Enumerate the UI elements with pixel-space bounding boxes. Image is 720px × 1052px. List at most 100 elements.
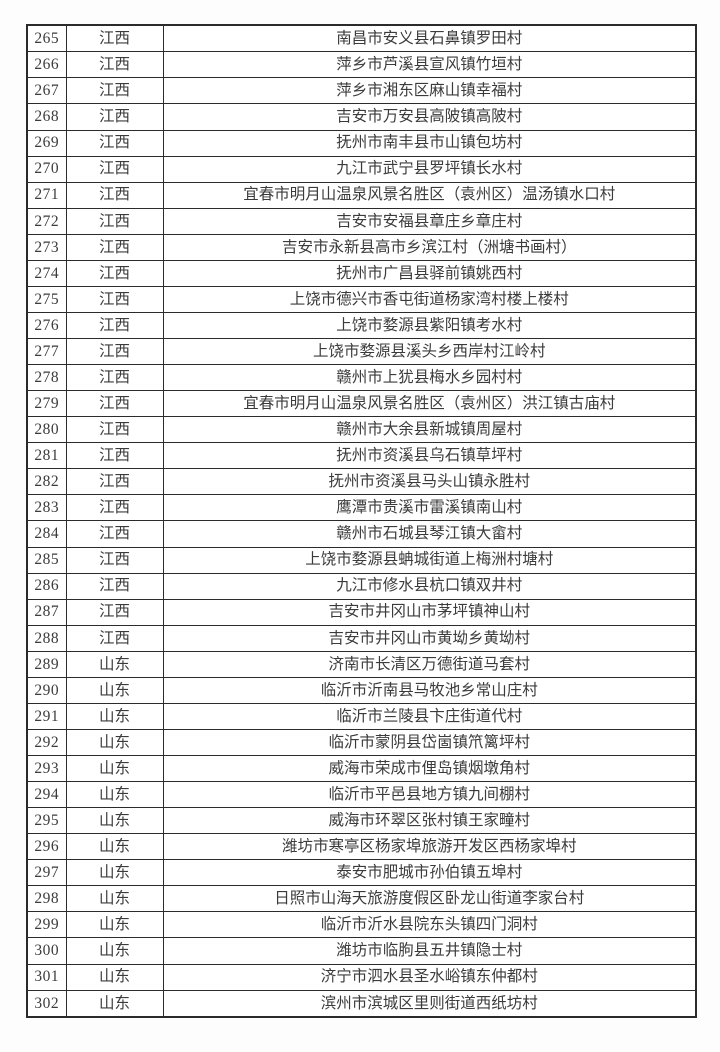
province-cell: 山东: [65, 676, 164, 704]
table-row: 280 江西 赣州市大余县新城镇周屋村: [26, 416, 697, 444]
row-number-cell: 293: [26, 755, 67, 783]
village-name-cell: 吉安市井冈山市黄坳乡黄坳村: [162, 624, 697, 652]
row-number-cell: 286: [26, 572, 67, 600]
village-name-cell: 赣州市石城县琴江镇大畲村: [162, 520, 697, 548]
table-row: 297 山东 泰安市肥城市孙伯镇五埠村: [26, 859, 697, 887]
table-row: 278 江西 赣州市上犹县梅水乡园村村: [26, 364, 697, 392]
province-cell: 山东: [65, 702, 164, 730]
row-number-cell: 298: [26, 885, 67, 913]
table-row: 296 山东 潍坊市寒亭区杨家埠旅游开发区西杨家埠村: [26, 833, 697, 861]
village-name-cell: 上饶市婺源县蚺城街道上梅洲村塘村: [162, 546, 697, 574]
row-number-cell: 270: [26, 155, 67, 183]
village-name-cell: 威海市荣成市俚岛镇烟墩角村: [162, 755, 697, 783]
province-cell: 江西: [65, 285, 164, 313]
table-row: 294 山东 临沂市平邑县地方镇九间棚村: [26, 781, 697, 809]
village-name-cell: 上饶市婺源县紫阳镇考水村: [162, 311, 697, 340]
village-name-cell: 临沂市沂南县马牧池乡常山庄村: [162, 676, 697, 704]
table-row: 284 江西 赣州市石城县琴江镇大畲村: [26, 520, 697, 548]
table-row: 268 江西 吉安市万安县高陂镇高陂村: [26, 103, 697, 131]
province-cell: 江西: [65, 416, 164, 444]
table-row: 269 江西 抚州市南丰县市山镇包坊村: [26, 129, 697, 157]
row-number-cell: 284: [26, 520, 67, 548]
province-cell: 江西: [65, 259, 164, 287]
province-cell: 山东: [65, 650, 164, 678]
row-number-cell: 300: [26, 937, 67, 965]
table-row: 274 江西 抚州市广昌县驿前镇姚西村: [26, 259, 697, 287]
province-cell: 山东: [65, 911, 164, 939]
province-cell: 山东: [65, 781, 164, 809]
row-number-cell: 272: [26, 207, 67, 235]
province-cell: 江西: [65, 103, 164, 131]
province-cell: 山东: [65, 885, 164, 913]
table-row: 287 江西 吉安市井冈山市茅坪镇神山村: [26, 598, 697, 626]
table-row: 289 山东 济南市长清区万德街道马套村: [26, 650, 697, 678]
village-name-cell: 济宁市泗水县圣水峪镇东仲都村: [162, 963, 697, 991]
row-number-cell: 282: [26, 468, 67, 496]
province-cell: 江西: [65, 442, 164, 470]
row-number-cell: 294: [26, 781, 67, 809]
village-name-cell: 吉安市万安县高陂镇高陂村: [162, 103, 697, 131]
province-cell: 江西: [65, 51, 164, 79]
row-number-cell: 267: [26, 77, 67, 105]
table-row: 301 山东 济宁市泗水县圣水峪镇东仲都村: [26, 963, 697, 991]
table-row: 283 江西 鹰潭市贵溪市雷溪镇南山村: [26, 494, 697, 522]
village-name-cell: 吉安市永新县高市乡滨江村（洲塘书画村）: [162, 233, 697, 261]
row-number-cell: 299: [26, 911, 67, 939]
province-cell: 山东: [65, 807, 164, 835]
row-number-cell: 283: [26, 494, 67, 522]
table-row: 267 江西 萍乡市湘东区麻山镇幸福村: [26, 77, 697, 105]
village-name-cell: 滨州市滨城区里则街道西纸坊村: [162, 989, 697, 1018]
row-number-cell: 271: [26, 181, 67, 209]
row-number-cell: 277: [26, 338, 67, 366]
province-cell: 山东: [65, 755, 164, 783]
village-name-cell: 萍乡市芦溪县宣风镇竹垣村: [162, 51, 697, 79]
row-number-cell: 275: [26, 285, 67, 313]
village-name-cell: 赣州市上犹县梅水乡园村村: [162, 364, 697, 392]
province-cell: 江西: [65, 24, 164, 53]
province-cell: 江西: [65, 494, 164, 522]
village-name-cell: 临沂市蒙阴县岱崮镇笊篱坪村: [162, 728, 697, 757]
row-number-cell: 265: [26, 24, 67, 53]
row-number-cell: 268: [26, 103, 67, 131]
village-name-cell: 日照市山海天旅游度假区卧龙山街道李家台村: [162, 885, 697, 913]
province-cell: 山东: [65, 989, 164, 1018]
row-number-cell: 296: [26, 833, 67, 861]
table-row: 299 山东 临沂市沂水县院东头镇四门洞村: [26, 911, 697, 939]
province-cell: 江西: [65, 155, 164, 183]
province-cell: 山东: [65, 859, 164, 887]
table-row: 276 江西 上饶市婺源县紫阳镇考水村: [26, 311, 697, 340]
table-row: 288 江西 吉安市井冈山市黄坳乡黄坳村: [26, 624, 697, 652]
village-name-cell: 赣州市大余县新城镇周屋村: [162, 416, 697, 444]
province-cell: 江西: [65, 572, 164, 600]
province-cell: 江西: [65, 520, 164, 548]
table-row: 275 江西 上饶市德兴市香屯街道杨家湾村楼上楼村: [26, 285, 697, 313]
row-number-cell: 291: [26, 702, 67, 730]
table-row: 272 江西 吉安市安福县章庄乡章庄村: [26, 207, 697, 235]
row-number-cell: 297: [26, 859, 67, 887]
table-body: 265 江西 南昌市安义县石鼻镇罗田村 266 江西 萍乡市芦溪县宣风镇竹垣村 267 江西萍…: [26, 24, 697, 1018]
village-name-cell: 九江市修水县杭口镇双井村: [162, 572, 697, 600]
row-number-cell: 276: [26, 311, 67, 340]
village-name-cell: 上饶市婺源县溪头乡西岸村江岭村: [162, 338, 697, 366]
row-number-cell: 280: [26, 416, 67, 444]
province-cell: 山东: [65, 963, 164, 991]
province-cell: 江西: [65, 233, 164, 261]
row-number-cell: 302: [26, 989, 67, 1018]
table-row: 281 江西 抚州市资溪县乌石镇草坪村: [26, 442, 697, 470]
province-cell: 江西: [65, 311, 164, 340]
row-number-cell: 269: [26, 129, 67, 157]
village-name-cell: 潍坊市寒亭区杨家埠旅游开发区西杨家埠村: [162, 833, 697, 861]
table-row: 285 江西 上饶市婺源县蚺城街道上梅洲村塘村: [26, 546, 697, 574]
table-row: 270 江西 九江市武宁县罗坪镇长水村: [26, 155, 697, 183]
row-number-cell: 273: [26, 233, 67, 261]
table-row: 286 江西 九江市修水县杭口镇双井村: [26, 572, 697, 600]
table-row: 277 江西 上饶市婺源县溪头乡西岸村江岭村: [26, 338, 697, 366]
province-cell: 江西: [65, 624, 164, 652]
table-row: 292 山东 临沂市蒙阴县岱崮镇笊篱坪村: [26, 728, 697, 757]
row-number-cell: 274: [26, 259, 67, 287]
row-number-cell: 279: [26, 390, 67, 418]
table-row: 298 山东 日照市山海天旅游度假区卧龙山街道李家台村: [26, 885, 697, 913]
province-cell: 江西: [65, 468, 164, 496]
table-row: 293 山东 威海市荣成市俚岛镇烟墩角村: [26, 755, 697, 783]
province-cell: 江西: [65, 546, 164, 574]
